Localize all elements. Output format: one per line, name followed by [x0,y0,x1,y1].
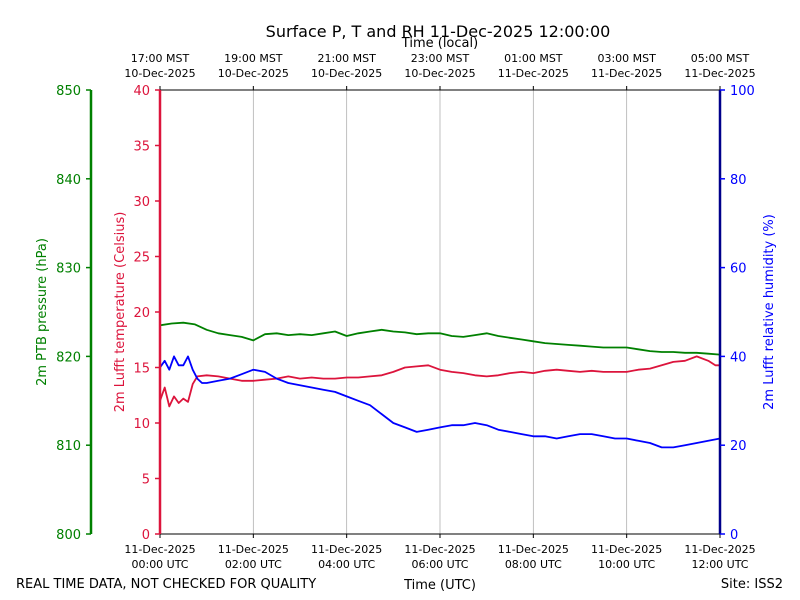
temperature-axis-label: 2m Lufft temperature (Celsius) [113,212,128,413]
bottom-tick-time: 02:00 UTC [225,558,282,571]
pressure-tick-label: 830 [56,262,81,277]
top-tick-date: 11-Dec-2025 [498,67,569,80]
bottom-tick-date: 11-Dec-2025 [684,543,755,556]
series-line-humidity [159,355,721,449]
top-tick-date: 11-Dec-2025 [684,67,755,80]
top-tick-time: 01:00 MST [504,52,563,65]
humidity-tick-label: 100 [730,84,755,99]
humidity-axis-label: 2m Lufft relative humidity (%) [762,214,777,410]
chart-title: Surface P, T and RH 11-Dec-2025 12:00:00 [266,22,611,41]
temperature-axis: 0 5 10 15 20 25 30 35 40 [133,84,162,543]
temperature-tick-label: 15 [133,362,150,377]
temperature-tick-label: 25 [133,251,150,266]
temperature-tick-label: 40 [133,84,150,99]
bottom-tick-time: 12:00 UTC [691,558,748,571]
site-label: Site: ISS2 [721,577,783,592]
top-tick-time: 17:00 MST [131,52,190,65]
bottom-tick-date: 11-Dec-2025 [591,543,662,556]
pressure-tick-label: 850 [56,84,81,99]
pressure-tick-label: 820 [56,350,81,365]
top-tick-time: 05:00 MST [691,52,750,65]
humidity-tick-label: 80 [730,173,747,188]
pressure-tick-label: 810 [56,439,81,454]
pressure-axis: 800 810 820 830 840 850 [56,84,93,543]
top-x-axis: 17:00 MST 10-Dec-2025 19:00 MST 10-Dec-2025… [124,52,756,90]
temperature-tick-label: 20 [133,306,150,321]
humidity-tick-label: 40 [730,350,747,365]
bottom-tick-time: 06:00 UTC [411,558,468,571]
series-line-temperature [159,355,720,408]
top-tick-time: 19:00 MST [224,52,283,65]
x-axis-label: Time (UTC) [403,578,476,593]
series-line-pressure [159,321,721,356]
temperature-tick-label: 5 [142,473,150,488]
x-gridlines [252,90,628,534]
pressure-tick-label: 840 [56,173,81,188]
top-tick-date: 11-Dec-2025 [591,67,662,80]
bottom-tick-time: 04:00 UTC [318,558,375,571]
humidity-tick-label: 60 [730,262,747,277]
top-tick-date: 10-Dec-2025 [218,67,289,80]
pressure-axis-label: 2m PTB pressure (hPa) [35,238,50,386]
temperature-tick-label: 35 [133,140,150,155]
bottom-tick-time: 10:00 UTC [598,558,655,571]
pressure-tick-label: 800 [56,528,81,543]
bottom-tick-date: 11-Dec-2025 [498,543,569,556]
bottom-tick-time: 08:00 UTC [505,558,562,571]
quality-disclaimer: REAL TIME DATA, NOT CHECKED FOR QUALITY [16,577,316,592]
bottom-tick-date: 11-Dec-2025 [404,543,475,556]
top-tick-time: 21:00 MST [317,52,376,65]
humidity-axis: 0 20 40 60 80 100 [718,84,755,543]
bottom-tick-time: 00:00 UTC [131,558,188,571]
humidity-tick-label: 20 [730,439,747,454]
bottom-tick-date: 11-Dec-2025 [124,543,195,556]
top-tick-time: 03:00 MST [597,52,656,65]
bottom-tick-date: 11-Dec-2025 [311,543,382,556]
series-lines [159,321,721,449]
top-tick-date: 10-Dec-2025 [124,67,195,80]
humidity-tick-label: 0 [730,528,738,543]
top-tick-time: 23:00 MST [411,52,470,65]
temperature-tick-label: 30 [133,195,150,210]
temperature-tick-label: 0 [142,528,150,543]
top-tick-date: 10-Dec-2025 [404,67,475,80]
bottom-tick-date: 11-Dec-2025 [218,543,289,556]
bottom-x-axis: 11-Dec-2025 00:00 UTC 11-Dec-2025 02:00 UTC… [124,534,756,571]
top-axis-title: Time (local) [401,36,478,51]
top-tick-date: 10-Dec-2025 [311,67,382,80]
temperature-tick-label: 10 [133,417,150,432]
